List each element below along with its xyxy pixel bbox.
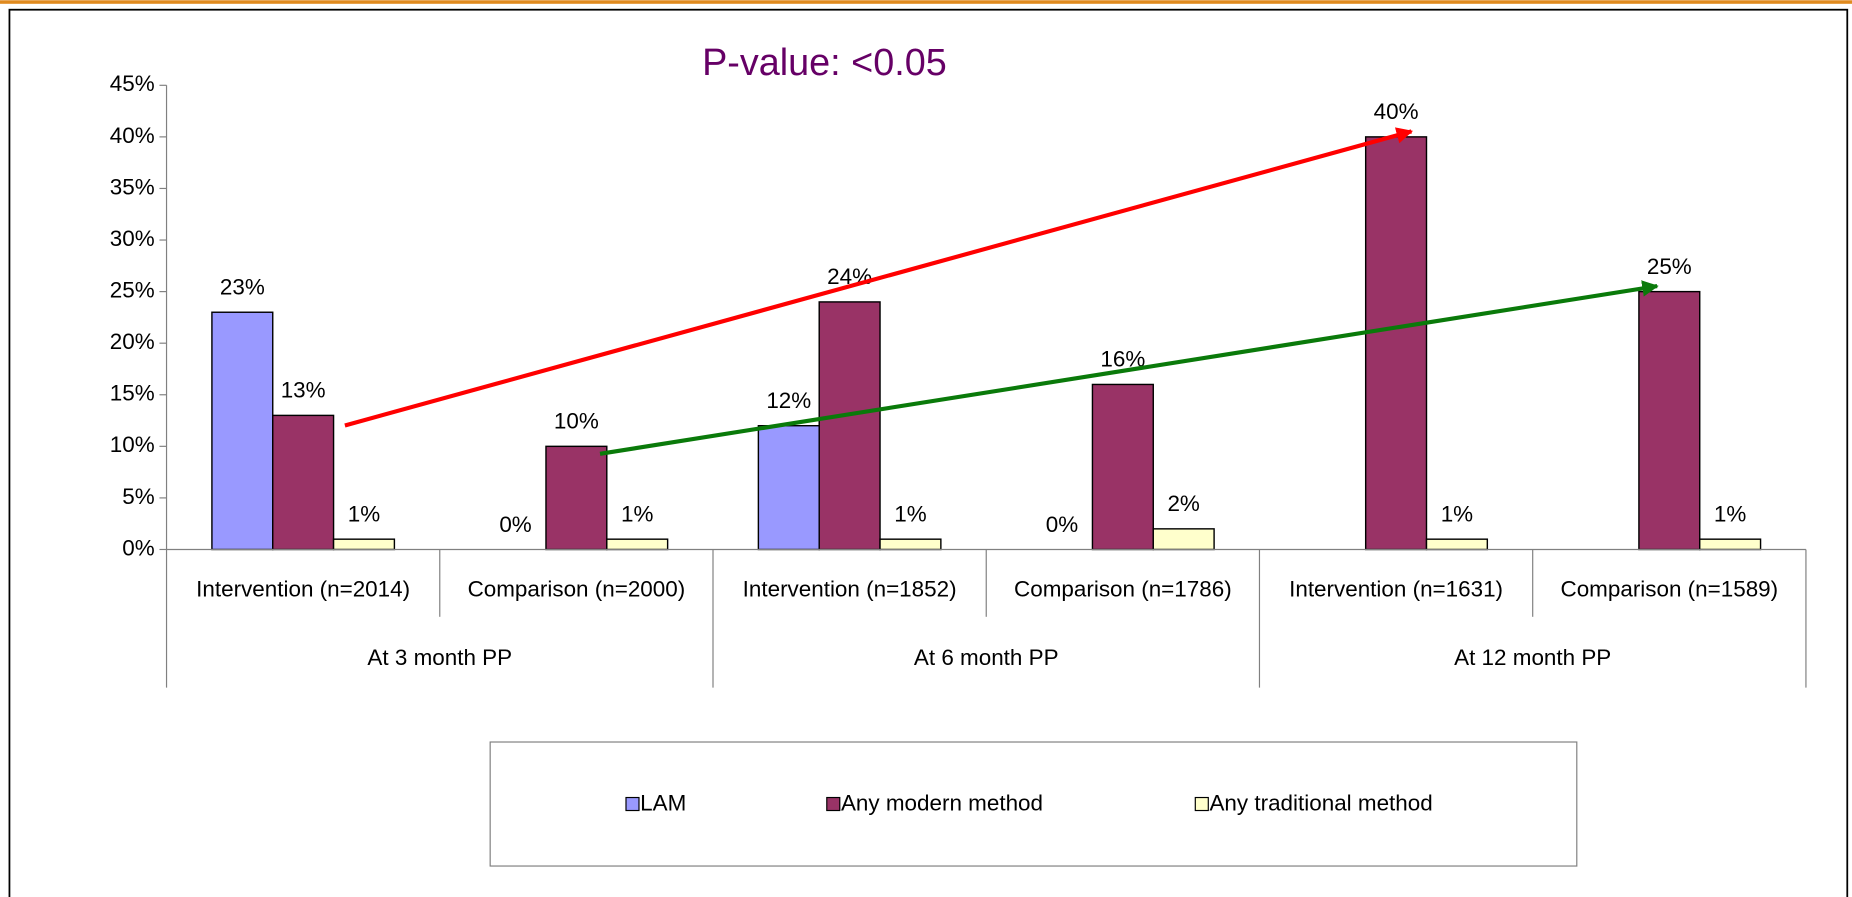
x-tick-label: Intervention (n=1852) xyxy=(743,577,957,602)
legend-label: Any traditional method xyxy=(1209,791,1432,816)
chart-title: P-value: <0.05 xyxy=(702,42,947,84)
legend-label: LAM xyxy=(640,791,686,816)
data-label: 40% xyxy=(1374,99,1419,124)
bar xyxy=(757,424,820,551)
y-tick-label: 20% xyxy=(110,329,155,354)
data-label: 13% xyxy=(281,378,326,403)
legend-swatch xyxy=(625,796,640,812)
legend-label: Any modern method xyxy=(841,791,1043,816)
y-tick-label: 35% xyxy=(110,174,155,199)
y-tick-label: 0% xyxy=(122,535,154,560)
data-label: 1% xyxy=(894,501,926,526)
group-label: At 12 month PP xyxy=(1454,645,1611,670)
data-label: 0% xyxy=(1046,512,1078,537)
group-label: At 3 month PP xyxy=(367,645,512,670)
data-label: 1% xyxy=(1441,501,1473,526)
x-tick-label: Intervention (n=2014) xyxy=(196,577,410,602)
trend-arrow xyxy=(599,280,1659,456)
bar xyxy=(879,538,942,551)
y-tick-label: 5% xyxy=(122,484,154,509)
bar xyxy=(272,414,335,551)
y-tick-label: 40% xyxy=(110,123,155,148)
data-label: 1% xyxy=(348,501,380,526)
bar xyxy=(1364,136,1428,551)
y-tick-label: 30% xyxy=(110,226,155,251)
legend-swatch xyxy=(826,796,841,812)
x-tick-label: Intervention (n=1631) xyxy=(1289,577,1503,602)
legend-swatch xyxy=(1194,796,1209,812)
data-label: 1% xyxy=(621,501,653,526)
data-label: 10% xyxy=(554,409,599,434)
bar xyxy=(1638,290,1701,551)
frame xyxy=(8,8,1849,897)
top-rule xyxy=(0,0,1852,4)
bar xyxy=(606,538,669,551)
data-label: 12% xyxy=(766,388,811,413)
data-label: 0% xyxy=(499,512,531,537)
x-tick-label: Comparison (n=2000) xyxy=(468,577,686,602)
bar xyxy=(1091,383,1154,551)
y-tick-label: 25% xyxy=(110,278,155,303)
data-label: 23% xyxy=(220,275,265,300)
y-tick-label: 45% xyxy=(110,71,155,96)
bar xyxy=(211,311,274,551)
legend-box xyxy=(489,741,1578,867)
group-label: At 6 month PP xyxy=(914,645,1059,670)
y-tick-label: 15% xyxy=(110,381,155,406)
trend-arrow xyxy=(344,127,1414,428)
x-tick-label: Comparison (n=1786) xyxy=(1014,577,1232,602)
bar xyxy=(545,445,608,551)
data-label: 2% xyxy=(1167,491,1199,516)
data-label: 25% xyxy=(1647,254,1692,279)
data-label: 1% xyxy=(1714,501,1746,526)
bar xyxy=(818,301,881,551)
y-tick-label: 10% xyxy=(110,432,155,457)
plot: 0% 5% 10% 15% 20% 25% 30% 35% 40% 45% Intervention… xyxy=(110,71,1807,816)
bar xyxy=(1425,538,1489,551)
bar xyxy=(1152,528,1215,551)
bar xyxy=(332,538,396,551)
bar xyxy=(1699,538,1762,551)
x-tick-label: Comparison (n=1589) xyxy=(1560,577,1778,602)
